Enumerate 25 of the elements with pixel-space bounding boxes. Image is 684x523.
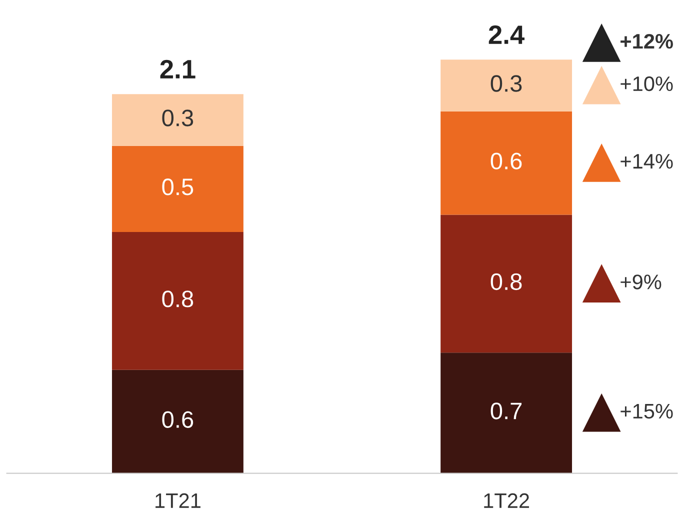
data-label: 0.8: [490, 273, 522, 290]
data-label: 0.3: [162, 110, 194, 126]
total-label: 2.1: [160, 60, 196, 78]
annotation: +15%: [620, 404, 673, 419]
data-label: 0.3: [490, 75, 522, 92]
bar: [440, 111, 572, 215]
text: +12%: [620, 34, 673, 49]
data-label: 0.6: [490, 152, 522, 170]
x-tick-label: 1T21: [156, 493, 200, 508]
bar: [440, 214, 572, 353]
bar: [112, 146, 244, 232]
bar: [440, 352, 572, 474]
bar: [112, 232, 244, 370]
data-label: 0.7: [490, 402, 522, 420]
data-label: 0.8: [162, 290, 194, 308]
bar: [440, 60, 572, 112]
annotation: +14%: [620, 154, 673, 169]
total-label: 2.4: [488, 25, 524, 44]
bar: [112, 370, 244, 474]
bar: [112, 94, 244, 146]
x-tick-label: 1T22: [484, 493, 529, 508]
data-label: 0.5: [162, 178, 194, 196]
data-label: 0.6: [162, 411, 194, 428]
annotation: +9%: [620, 274, 662, 290]
annotation: +10%: [620, 76, 673, 92]
